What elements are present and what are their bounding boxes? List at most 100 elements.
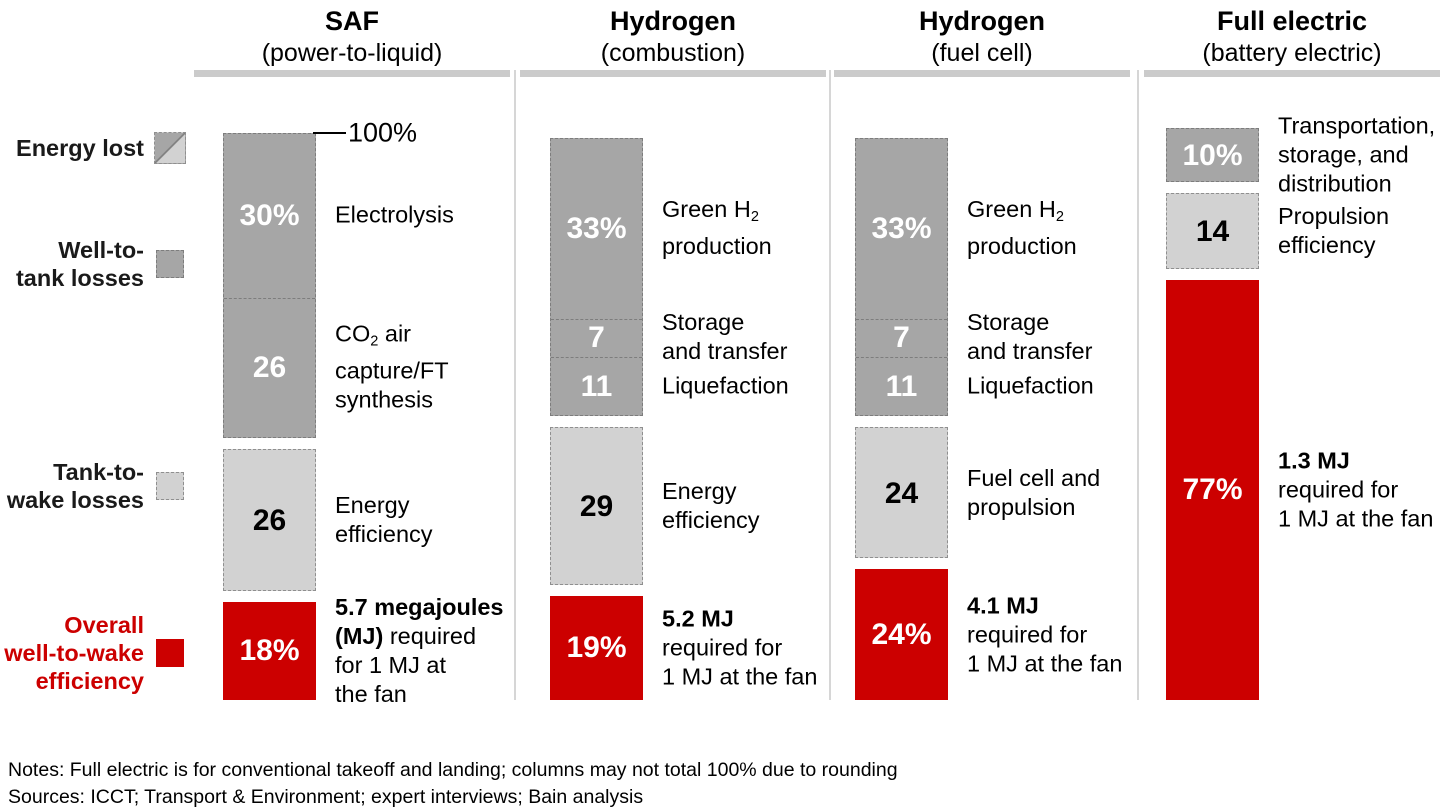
legend-label-line: Overall [64,612,144,638]
segment-value: 11 [580,370,613,404]
label-line: Green H2 [662,195,772,232]
label-line: Energy [335,491,433,520]
label-text: CO [335,320,371,347]
segment-label: Propulsion efficiency [1278,202,1389,260]
label-text: Green H [967,196,1056,223]
segment-label: Fuel cell and propulsion [967,464,1100,522]
segment-value: 7 [893,321,910,355]
label-line: distribution [1278,169,1435,198]
label-line: propulsion [967,493,1100,522]
label-line: production [967,232,1077,261]
segment-label: Green H2 production [967,195,1077,261]
legend-label-line: Tank-to- [53,459,144,485]
notes-line: Notes: Full electric is for conventional… [8,759,898,781]
label-line: 5.7 megajoules [335,593,504,622]
segment-value: 19% [566,631,627,665]
legend-label-line: Energy lost [16,135,144,161]
label-line: synthesis [335,386,449,415]
label-text: production [967,233,1077,260]
segment-label: Electrolysis [335,200,454,229]
segment-label: Energy efficiency [335,491,433,549]
label-text: capture/FT [335,357,449,384]
segment-label: Liquefaction [967,372,1094,401]
column-title: Full electric [1216,6,1368,36]
label-text: (MJ) [335,622,384,649]
legend-label: Tank-to-wake losses [7,458,144,514]
label-line: 5.2 MJ [662,605,817,634]
label-line: required for [662,634,817,663]
label-line: required for [967,620,1122,649]
label-text: air [378,320,412,347]
label-text: efficiency [662,507,760,534]
label-line: Storage [662,308,787,337]
segment-label: Storage and transfer [967,308,1092,366]
label-line: Electrolysis [335,200,454,229]
label-text: Liquefaction [662,372,789,399]
subscript-text: 2 [370,333,379,350]
subscript-text: 2 [750,209,759,226]
label-text: storage, and [1278,141,1409,168]
subscript-text: 2 [1055,209,1064,226]
label-text: Energy [335,492,410,519]
column-header-rule [520,70,826,77]
segment-value: 11 [885,370,918,404]
label-text: Green H [662,196,751,223]
label-text: 1 MJ at the fan [967,650,1123,677]
label-line: efficiency [662,506,760,535]
legend-label: Energy lost [16,134,144,162]
label-line: Liquefaction [662,372,789,401]
label-text: Energy [662,478,737,505]
segment-divider [856,319,947,321]
label-line: CO2 air [335,320,449,357]
label-line: 1.3 MJ [1278,447,1433,476]
well-to-tank-block: 10% [1166,127,1259,183]
label-line: Energy [662,477,760,506]
segment-label: 4.1 MJ required for 1 MJ at the fan [967,591,1122,678]
segment-value: 7 [588,321,605,355]
segment-label: 5.7 megajoules (MJ) required for 1 MJ at th… [335,593,504,709]
label-text: efficiency [335,521,433,548]
hundred-percent-line [313,132,346,134]
label-line: Fuel cell and [967,464,1100,493]
label-line: Liquefaction [967,372,1094,401]
label-text: synthesis [335,386,433,413]
tank-to-wake-block: 26 [223,449,316,591]
column-divider [1137,70,1139,700]
segment-value: 29 [579,490,614,524]
well-to-tank-losses-swatch [156,250,184,278]
label-text: 5.7 megajoules [335,593,504,620]
label-text: Propulsion [1278,203,1390,230]
segment-label: CO2 air capture/FT synthesis [335,320,449,415]
legend-label-line: efficiency [35,668,144,694]
column-subtitle: (power-to-liquid) [261,39,443,67]
segment-value: 10% [1182,138,1243,172]
column-header: Hydrogen (fuel cell) [834,5,1130,69]
label-text: for 1 MJ at [335,651,447,678]
label-line: Transportation, [1278,111,1435,140]
segment-divider [551,319,642,321]
label-line: production [662,232,772,261]
label-text: distribution [1278,170,1392,197]
column-header: Hydrogen (combustion) [520,5,826,69]
segment-divider [856,357,947,359]
overall-block: 77% [1166,280,1259,700]
legend-label-line: Well-to- [58,237,144,263]
label-line: capture/FT [335,357,449,386]
label-text: required for [967,621,1088,648]
label-text: 1.3 MJ [1278,447,1350,474]
label-text: and transfer [662,338,788,365]
segment-value: 26 [252,504,287,538]
label-line: and transfer [662,337,787,366]
energy-lost-swatch [154,132,186,164]
label-text: 1 MJ at the fan [1278,505,1434,532]
overall-block: 24% [855,569,948,700]
column-header: Full electric (battery electric) [1144,5,1440,69]
segment-value: 33% [566,212,627,246]
label-text: required [383,622,477,649]
tank-to-wake-block: 24 [855,427,948,559]
segment-value: 24 [884,476,919,510]
label-line: Storage [967,308,1092,337]
label-text: Transportation, [1278,112,1436,139]
label-line: efficiency [335,520,433,549]
